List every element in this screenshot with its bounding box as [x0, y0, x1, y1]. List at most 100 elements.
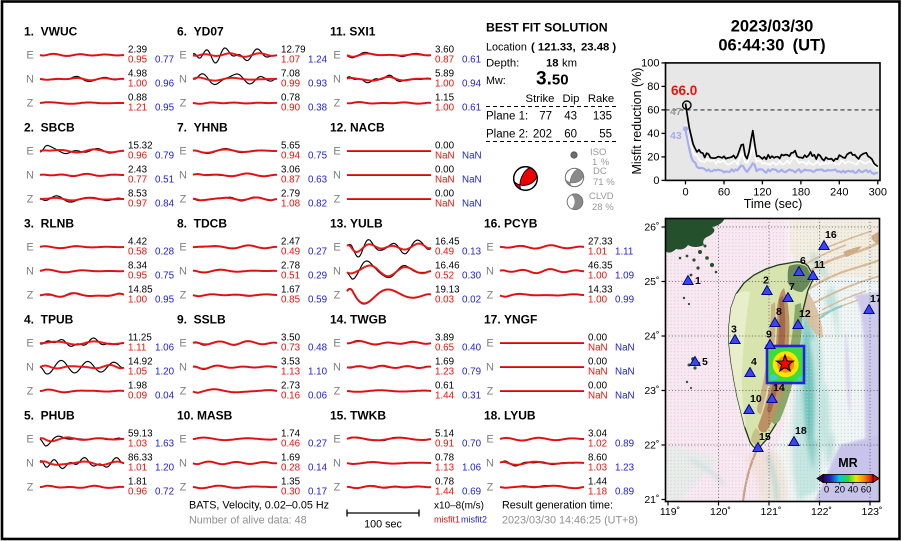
svg-text:5.14: 5.14: [435, 429, 455, 440]
svg-text:1.07: 1.07: [281, 55, 300, 66]
svg-text:0.95: 0.95: [155, 103, 175, 114]
svg-text:km: km: [562, 58, 577, 70]
svg-text:20: 20: [834, 485, 845, 496]
svg-text:1.81: 1.81: [128, 477, 147, 488]
svg-text:1.06: 1.06: [462, 463, 482, 474]
svg-text:0.51: 0.51: [281, 271, 300, 282]
svg-text:0.40: 0.40: [462, 343, 482, 354]
svg-text:N: N: [486, 458, 494, 470]
svg-text:0.93: 0.93: [308, 79, 328, 90]
svg-text:2023/03/30: 2023/03/30: [731, 18, 814, 36]
svg-text:123˚: 123˚: [861, 506, 882, 518]
svg-text:NaN: NaN: [462, 199, 482, 210]
svg-text:Z: Z: [180, 194, 187, 206]
svg-text:0.49: 0.49: [435, 247, 454, 258]
svg-text:( 121.33, 23.48 ): ( 121.33, 23.48 ): [531, 42, 616, 54]
svg-text:3.50: 3.50: [281, 333, 301, 344]
svg-text:2.79: 2.79: [281, 189, 300, 200]
svg-text:15. TWKB: 15. TWKB: [330, 409, 386, 423]
svg-text:18. LYUB: 18. LYUB: [484, 409, 536, 423]
svg-text:122˚: 122˚: [811, 506, 832, 518]
svg-text:1.00: 1.00: [128, 79, 148, 90]
svg-text:43: 43: [670, 130, 682, 142]
svg-text:1.01: 1.01: [588, 247, 607, 258]
svg-text:1.00: 1.00: [435, 103, 455, 114]
svg-text:N: N: [333, 458, 341, 470]
svg-text:2.78: 2.78: [281, 261, 301, 272]
svg-text:3.04: 3.04: [588, 429, 608, 440]
svg-text:Depth:: Depth:: [486, 58, 519, 70]
svg-text:misfit2: misfit2: [461, 515, 487, 525]
svg-text:0.04: 0.04: [155, 391, 175, 402]
svg-text:0: 0: [824, 485, 829, 496]
svg-text:3.06: 3.06: [281, 165, 301, 176]
svg-text:Location: Location: [486, 42, 527, 54]
svg-text:0.72: 0.72: [155, 487, 174, 498]
svg-text:Misfit reduction (%): Misfit reduction (%): [630, 68, 644, 175]
svg-text:N: N: [179, 266, 187, 278]
svg-text:4.98: 4.98: [128, 69, 148, 80]
svg-text:1.44: 1.44: [435, 391, 455, 402]
svg-text:0.38: 0.38: [308, 103, 328, 114]
svg-text:0.96: 0.96: [155, 79, 175, 90]
svg-text:NaN: NaN: [435, 199, 455, 210]
svg-text:17. YNGF: 17. YNGF: [484, 313, 537, 327]
svg-text:13. YULB: 13. YULB: [330, 217, 383, 231]
svg-text:E: E: [179, 434, 186, 446]
svg-text:25˚: 25˚: [644, 276, 659, 288]
svg-text:46.35: 46.35: [588, 261, 613, 272]
svg-text:1.69: 1.69: [435, 357, 454, 368]
svg-text:MR: MR: [838, 456, 857, 470]
svg-text:100: 100: [641, 58, 659, 70]
svg-text:Plane 2:: Plane 2:: [486, 129, 528, 141]
svg-text:0.28: 0.28: [155, 247, 175, 258]
svg-text:0.99: 0.99: [615, 295, 634, 306]
svg-text:40: 40: [848, 485, 859, 496]
svg-text:Z: Z: [487, 290, 494, 302]
svg-text:BATS, Velocity, 0.02–0.05 Hz: BATS, Velocity, 0.02–0.05 Hz: [189, 500, 329, 512]
svg-text:0.09: 0.09: [128, 391, 147, 402]
svg-text:3.60: 3.60: [435, 45, 455, 56]
svg-text:E: E: [179, 146, 186, 158]
svg-text:66.0: 66.0: [671, 83, 697, 98]
svg-text:12. NACB: 12. NACB: [330, 121, 385, 135]
svg-text:1.05: 1.05: [128, 367, 148, 378]
svg-text:1.09: 1.09: [615, 271, 634, 282]
svg-text:Z: Z: [180, 482, 187, 494]
svg-text:1.03: 1.03: [588, 463, 608, 474]
svg-text:60: 60: [564, 129, 577, 141]
svg-text:0: 0: [653, 175, 659, 187]
svg-text:60: 60: [861, 485, 872, 496]
svg-text:0.87: 0.87: [435, 55, 454, 66]
svg-text:0.69: 0.69: [462, 487, 481, 498]
svg-text:Rake: Rake: [588, 93, 614, 105]
svg-text:11: 11: [814, 259, 825, 271]
svg-text:0.61: 0.61: [462, 103, 481, 114]
svg-text:Mw:: Mw:: [486, 75, 506, 87]
svg-text:1.00: 1.00: [588, 295, 608, 306]
svg-text:Z: Z: [180, 290, 187, 302]
svg-text:12.79: 12.79: [281, 45, 306, 56]
svg-text:0.49: 0.49: [281, 247, 300, 258]
svg-text:Z: Z: [487, 386, 494, 398]
svg-text:0.84: 0.84: [155, 199, 175, 210]
svg-text:E: E: [26, 242, 33, 254]
svg-text:2023/03/30 14:46:25 (UT+8): 2023/03/30 14:46:25 (UT+8): [502, 515, 638, 527]
svg-text:100 sec: 100 sec: [364, 519, 402, 531]
svg-text:E: E: [179, 338, 186, 350]
svg-text:1.98: 1.98: [128, 381, 148, 392]
svg-text:15.32: 15.32: [128, 141, 153, 152]
svg-text:N: N: [333, 74, 341, 86]
svg-text:9. SSLB: 9. SSLB: [177, 313, 226, 327]
svg-text:22˚: 22˚: [644, 440, 659, 452]
svg-text:Z: Z: [180, 98, 187, 110]
svg-text:0.03: 0.03: [435, 295, 455, 306]
svg-text:6. YD07: 6. YD07: [177, 25, 224, 39]
svg-text:10. MASB: 10. MASB: [177, 409, 233, 423]
svg-text:2.39: 2.39: [128, 45, 147, 56]
svg-text:Plane 1:: Plane 1:: [486, 111, 528, 123]
svg-text:8.60: 8.60: [588, 453, 608, 464]
svg-text:180: 180: [792, 186, 810, 198]
svg-text:0.02: 0.02: [462, 295, 481, 306]
svg-text:Z: Z: [334, 194, 341, 206]
